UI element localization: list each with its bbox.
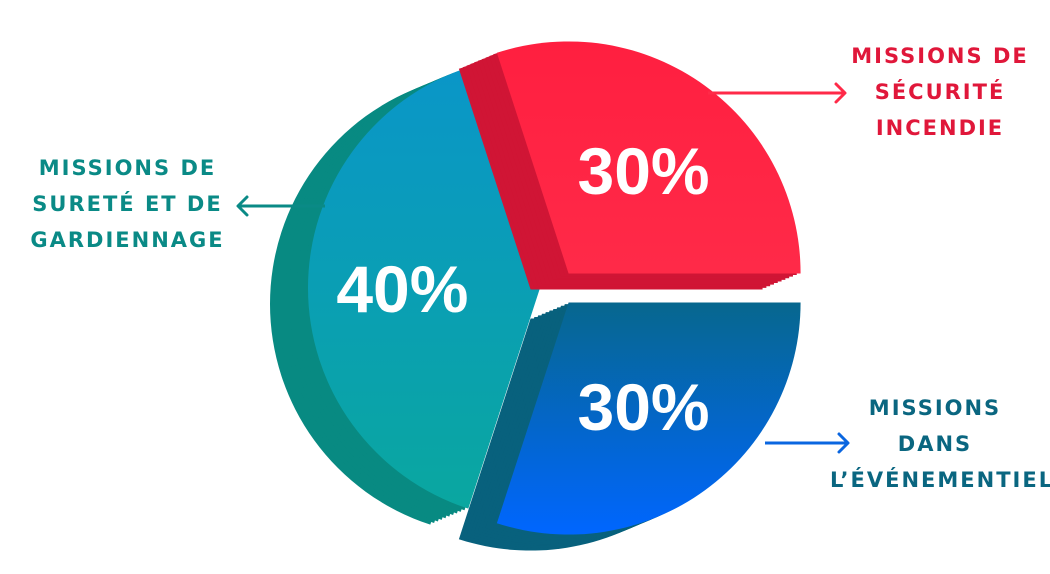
slice-2: 30%: [458, 302, 801, 551]
slice-face: [308, 67, 540, 509]
label-evenementiel: MISSIONS DANS L’ÉVÉNEMENTIEL: [830, 396, 1050, 492]
arrow-surete: [236, 195, 325, 217]
arrow-securite: [708, 82, 847, 104]
arrow-evenementiel: [765, 432, 850, 454]
slice-face: [496, 302, 801, 535]
slice-0: 40%: [270, 67, 540, 525]
slice-value-label: 30%: [578, 370, 710, 444]
slice-1: 30%: [458, 41, 801, 290]
label-securite-incendie: MISSIONS DE SÉCURITÉ INCENDIE: [851, 44, 1029, 140]
slice-face: [496, 41, 801, 274]
slice-value-label: 40%: [336, 252, 468, 326]
slice-value-label: 30%: [578, 134, 710, 208]
label-surete: MISSIONS DE SURETÉ ET DE GARDIENNAGE: [30, 156, 225, 252]
